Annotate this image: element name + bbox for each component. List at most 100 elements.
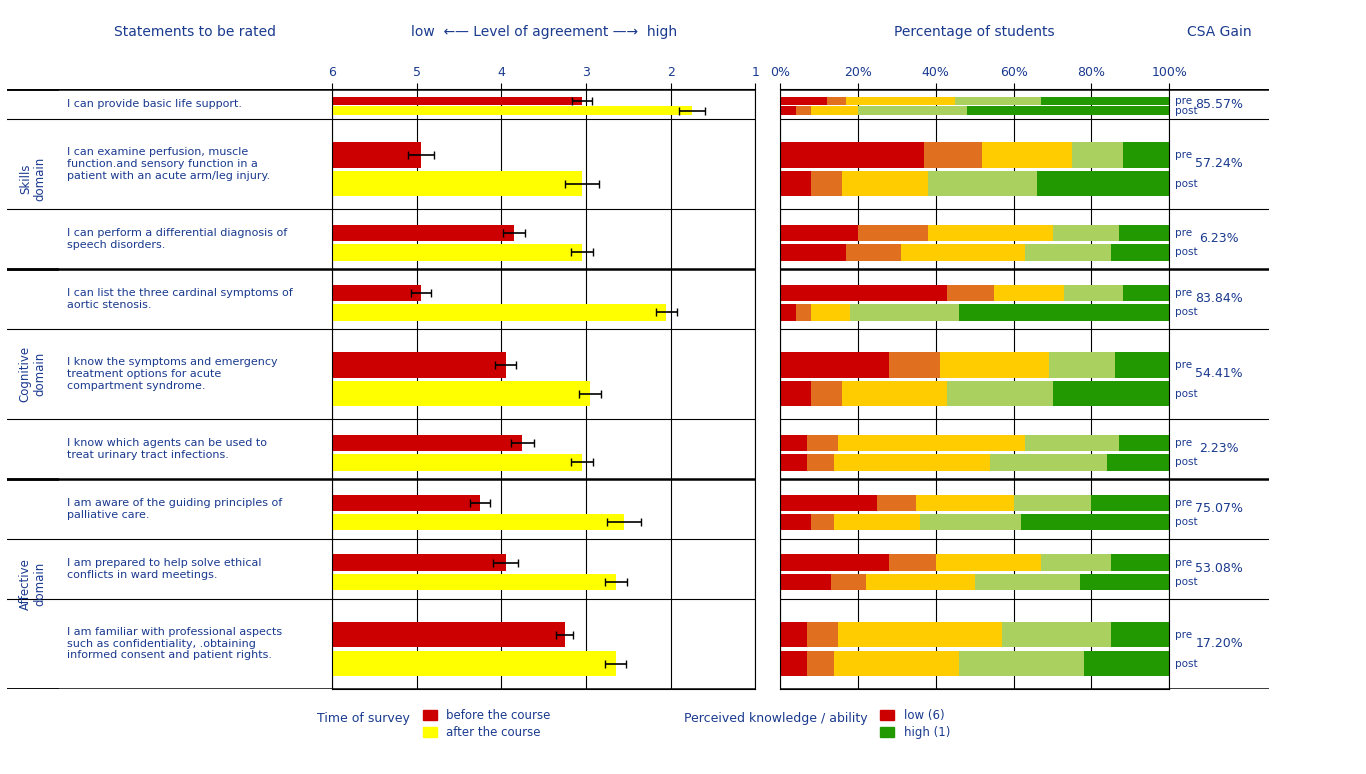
Bar [807, 651, 835, 676]
Bar [994, 285, 1064, 301]
Bar [332, 651, 616, 676]
Bar [923, 142, 982, 168]
Text: Percentage of students: Percentage of students [895, 25, 1055, 39]
Text: 57.24%: 57.24% [1195, 157, 1243, 170]
Text: Statements to be rated: Statements to be rated [115, 25, 276, 39]
Bar [839, 434, 1026, 451]
Bar [835, 651, 959, 676]
Bar [780, 495, 877, 512]
Bar [1123, 285, 1169, 301]
Bar [780, 454, 807, 471]
Bar [332, 244, 582, 261]
Bar [332, 142, 421, 168]
Bar [1041, 554, 1111, 571]
Bar [780, 106, 795, 115]
Text: pre: pre [1175, 360, 1193, 370]
Text: Skills
domain: Skills domain [19, 157, 46, 201]
Bar [780, 622, 807, 648]
Text: post: post [1175, 105, 1198, 115]
Text: I am familiar with professional aspects
such as confidentiality, .obtaining
info: I am familiar with professional aspects … [67, 627, 281, 660]
Bar [877, 495, 917, 512]
Text: Time of survey: Time of survey [317, 712, 410, 725]
Bar [1115, 352, 1169, 378]
Bar [780, 303, 795, 320]
Bar [780, 224, 858, 241]
Text: low  ←— Level of agreement —→  high: low ←— Level of agreement —→ high [411, 25, 676, 39]
Text: 54.41%: 54.41% [1195, 368, 1243, 381]
Bar [1026, 434, 1119, 451]
Bar [990, 454, 1106, 471]
Text: I know which agents can be used to
treat urinary tract infections.: I know which agents can be used to treat… [67, 438, 266, 460]
Legend: before the course, after the course: before the course, after the course [422, 709, 550, 739]
Text: 53.08%: 53.08% [1195, 563, 1243, 575]
Bar [967, 106, 1169, 115]
Bar [332, 495, 481, 512]
Text: 85.57%: 85.57% [1195, 98, 1243, 111]
Text: 6.23%: 6.23% [1199, 232, 1239, 245]
Bar [780, 97, 826, 105]
Bar [811, 171, 843, 197]
Text: pre: pre [1175, 150, 1193, 160]
Bar [839, 622, 1001, 648]
Bar [332, 554, 505, 571]
Text: I can list the three cardinal symptoms of
aortic stenosis.: I can list the three cardinal symptoms o… [67, 288, 292, 310]
Bar [974, 574, 1079, 591]
Bar [811, 381, 843, 406]
Bar [843, 171, 928, 197]
Bar [1001, 622, 1111, 648]
Bar [826, 97, 846, 105]
Text: pre: pre [1175, 438, 1193, 448]
Text: pre: pre [1175, 498, 1193, 508]
Bar [332, 171, 582, 197]
Bar [780, 381, 811, 406]
Bar [332, 381, 590, 406]
Bar [858, 224, 928, 241]
Bar [1026, 244, 1111, 261]
Bar [982, 142, 1072, 168]
Bar [332, 106, 691, 115]
Bar [1083, 651, 1169, 676]
Bar [850, 303, 959, 320]
Bar [866, 574, 975, 591]
Bar [1106, 454, 1169, 471]
Bar [807, 434, 839, 451]
Bar [780, 244, 846, 261]
Bar [1091, 495, 1169, 512]
Bar [780, 574, 831, 591]
Text: post: post [1175, 517, 1198, 527]
Text: I can examine perfusion, muscle
function.and sensory function in a
patient with : I can examine perfusion, muscle function… [67, 147, 270, 180]
Bar [948, 285, 994, 301]
Bar [780, 651, 807, 676]
Text: pre: pre [1175, 630, 1193, 640]
Bar [1123, 142, 1169, 168]
Text: I can perform a differential diagnosis of
speech disorders.: I can perform a differential diagnosis o… [67, 228, 287, 250]
Text: pre: pre [1175, 96, 1193, 106]
Bar [955, 97, 1041, 105]
Bar [780, 142, 923, 168]
Bar [1079, 574, 1169, 591]
Text: pre: pre [1175, 288, 1193, 298]
Bar [959, 303, 1169, 320]
Text: 75.07%: 75.07% [1195, 502, 1243, 515]
Bar [807, 454, 835, 471]
Bar [936, 554, 1041, 571]
Bar [940, 352, 1049, 378]
Text: I am aware of the guiding principles of
palliative care.: I am aware of the guiding principles of … [67, 498, 283, 519]
Bar [332, 285, 421, 301]
Bar [332, 454, 582, 471]
Bar [959, 651, 1083, 676]
Bar [843, 381, 948, 406]
Text: post: post [1175, 247, 1198, 257]
Bar [332, 303, 667, 320]
Bar [889, 554, 936, 571]
Bar [1111, 554, 1169, 571]
Bar [1064, 285, 1123, 301]
Bar [780, 514, 811, 530]
Bar [811, 106, 858, 115]
Bar [1111, 622, 1169, 648]
Text: post: post [1175, 389, 1198, 399]
Text: 83.84%: 83.84% [1195, 293, 1243, 306]
Bar [831, 574, 866, 591]
Bar [1014, 495, 1091, 512]
Text: 2.23%: 2.23% [1199, 443, 1239, 455]
